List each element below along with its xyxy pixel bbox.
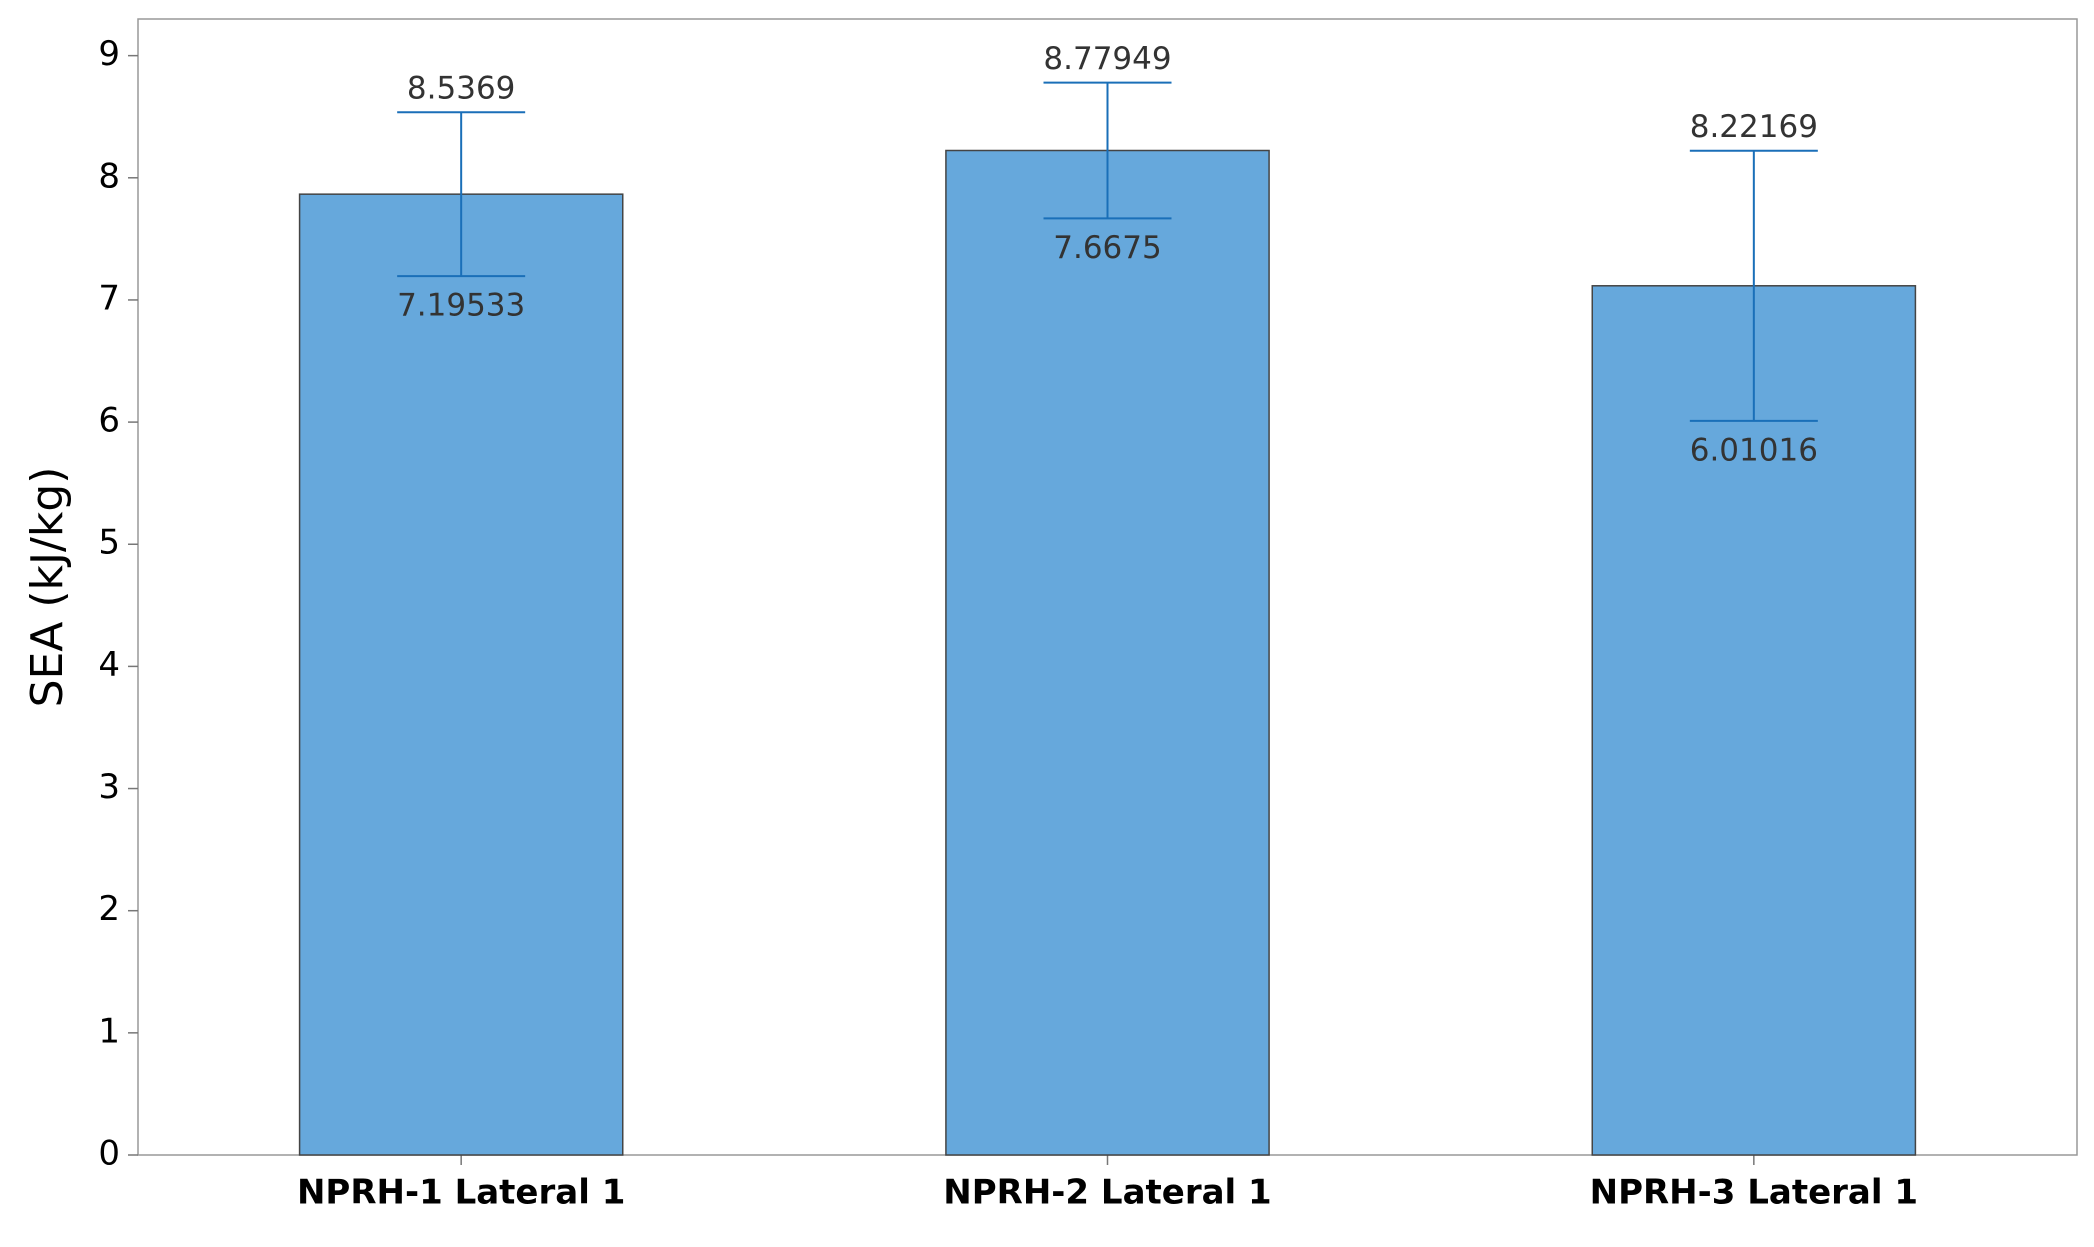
y-tick-label: 1: [98, 1011, 120, 1051]
y-tick-label: 9: [98, 34, 120, 74]
y-tick-label: 2: [98, 889, 120, 929]
y-tick-label: 0: [98, 1134, 120, 1174]
x-tick-label: NPRH-3 Lateral 1: [1590, 1173, 1918, 1213]
bar: [298, 193, 624, 1156]
y-axis-label: SEA (kJ/kg): [22, 467, 73, 708]
bar: [945, 149, 1270, 1156]
x-tick-label: NPRH-1 Lateral 1: [297, 1173, 625, 1213]
upper-label: 8.5369: [407, 71, 515, 107]
x-tick-label: NPRH-2 Lateral 1: [943, 1173, 1271, 1213]
lower-label: 7.6675: [1053, 230, 1161, 266]
y-tick-label: 6: [98, 401, 120, 441]
y-tick-label: 7: [98, 278, 120, 318]
lower-label: 6.01016: [1690, 432, 1818, 468]
y-tick-label: 3: [98, 767, 120, 807]
y-tick-label: 5: [98, 523, 120, 563]
lower-label: 7.19533: [397, 288, 525, 324]
bar: [1591, 285, 1917, 1156]
upper-label: 8.22169: [1690, 109, 1818, 145]
upper-label: 8.77949: [1043, 41, 1171, 77]
y-tick-label: 8: [98, 156, 120, 196]
y-tick-label: 4: [98, 645, 120, 685]
